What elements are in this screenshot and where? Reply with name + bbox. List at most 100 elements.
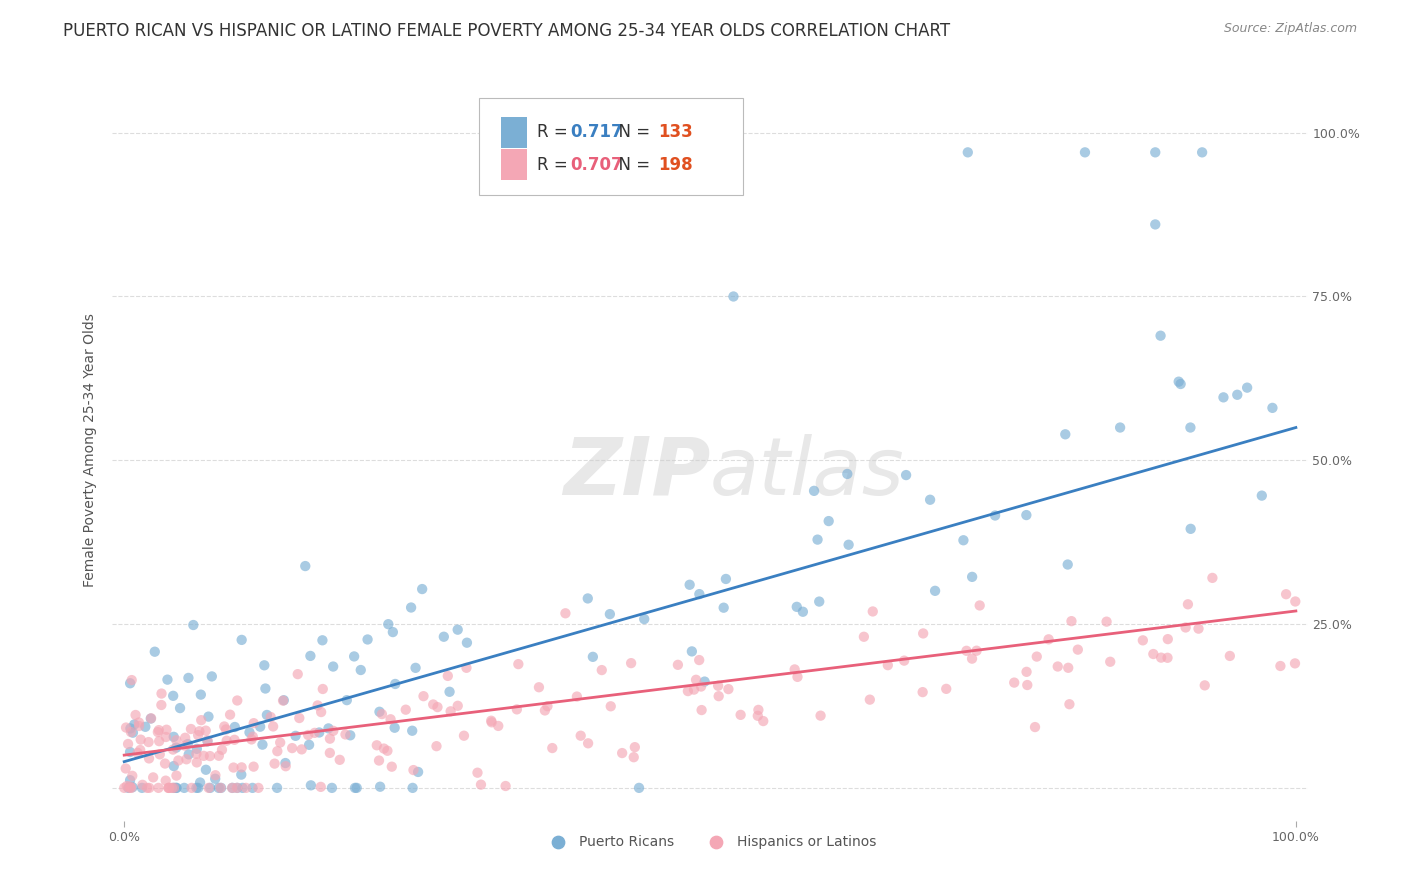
Point xyxy=(627,780,650,795)
Point xyxy=(1284,657,1306,671)
Point xyxy=(163,730,186,744)
Point xyxy=(1201,571,1223,585)
Point xyxy=(165,733,187,747)
Point xyxy=(208,780,231,795)
Point xyxy=(122,717,145,731)
Point xyxy=(1157,632,1180,647)
Point xyxy=(343,649,366,664)
Point xyxy=(142,771,165,785)
Point xyxy=(242,780,264,795)
Point xyxy=(401,780,423,795)
Point xyxy=(955,644,977,658)
Point xyxy=(576,591,599,606)
Point xyxy=(554,607,576,621)
Point xyxy=(1177,597,1199,611)
Point xyxy=(167,754,190,768)
Point xyxy=(456,636,478,650)
Point xyxy=(307,698,329,713)
Point xyxy=(177,747,200,762)
Point xyxy=(209,780,232,795)
Point xyxy=(350,663,373,677)
Point xyxy=(894,468,917,483)
Text: 198: 198 xyxy=(658,156,693,174)
Point xyxy=(859,692,882,706)
Point xyxy=(252,738,274,752)
Point xyxy=(1174,620,1197,634)
Point xyxy=(920,492,942,507)
Point xyxy=(1212,390,1234,404)
Point xyxy=(131,778,153,792)
Point xyxy=(481,715,503,730)
Point xyxy=(960,570,983,584)
Point xyxy=(181,618,204,632)
Point xyxy=(249,720,271,734)
Point xyxy=(226,780,249,795)
Point xyxy=(266,744,288,758)
Point xyxy=(439,685,461,699)
Point xyxy=(1180,420,1202,434)
Legend: Puerto Ricans, Hispanics or Latinos: Puerto Ricans, Hispanics or Latinos xyxy=(538,830,882,855)
Point xyxy=(1194,678,1216,692)
Point xyxy=(128,715,150,730)
Point xyxy=(148,780,170,795)
Point xyxy=(187,728,209,742)
Point xyxy=(620,656,643,670)
Point xyxy=(1132,633,1154,648)
Point xyxy=(371,707,394,722)
Point xyxy=(291,742,314,756)
Point xyxy=(201,669,224,683)
Point xyxy=(120,725,142,739)
Point xyxy=(186,756,208,770)
Point xyxy=(271,693,294,707)
Point xyxy=(681,644,703,658)
Point xyxy=(193,748,215,763)
Point xyxy=(752,714,775,728)
Bar xyxy=(501,149,527,180)
Point xyxy=(911,685,934,699)
Point xyxy=(952,533,974,548)
Point xyxy=(253,658,276,673)
Point xyxy=(304,726,326,740)
Point xyxy=(935,681,957,696)
Point xyxy=(402,763,425,777)
Point xyxy=(527,680,550,694)
Point xyxy=(984,508,1007,523)
Point xyxy=(1056,558,1078,572)
Point xyxy=(162,742,184,756)
Point xyxy=(120,676,142,690)
Point xyxy=(679,578,702,592)
Point xyxy=(131,780,153,795)
Point xyxy=(405,661,427,675)
Point xyxy=(121,780,143,795)
Point xyxy=(411,582,433,596)
Point xyxy=(287,667,309,681)
Point xyxy=(128,719,150,733)
Point xyxy=(312,681,335,696)
Point xyxy=(188,775,211,789)
Point xyxy=(224,720,246,734)
Point xyxy=(1046,659,1069,673)
Point xyxy=(197,709,219,723)
Point xyxy=(412,689,434,703)
Point xyxy=(368,705,391,719)
Text: atlas: atlas xyxy=(710,434,905,512)
Point xyxy=(114,762,136,776)
Point xyxy=(707,689,730,703)
Point xyxy=(204,772,226,786)
Point xyxy=(173,780,195,795)
Point xyxy=(381,760,404,774)
Point xyxy=(356,632,378,647)
Point xyxy=(591,663,613,677)
Point xyxy=(565,690,588,704)
Point xyxy=(297,728,319,742)
Point xyxy=(124,708,146,723)
Point xyxy=(453,729,475,743)
Point xyxy=(1144,218,1167,232)
Point xyxy=(1067,642,1090,657)
Point xyxy=(197,780,219,795)
Text: 0.717: 0.717 xyxy=(571,123,623,141)
Point xyxy=(231,632,253,647)
Point xyxy=(274,756,297,770)
Point xyxy=(260,710,283,724)
Point xyxy=(263,756,285,771)
